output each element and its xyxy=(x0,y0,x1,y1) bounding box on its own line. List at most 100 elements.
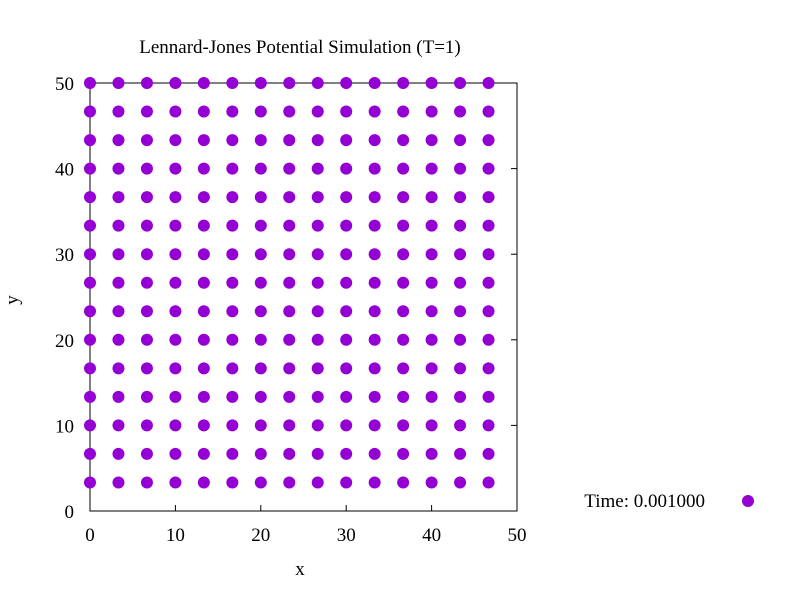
particle-point xyxy=(140,419,153,432)
particle-point xyxy=(397,305,410,318)
particle-point xyxy=(340,333,353,346)
particle-point xyxy=(169,419,182,432)
particle-point xyxy=(425,134,438,147)
particle-point xyxy=(482,362,495,375)
particle-point xyxy=(197,248,210,261)
particle-point xyxy=(454,305,467,318)
particle-point xyxy=(112,105,125,118)
particle-point xyxy=(283,219,296,232)
particle-point xyxy=(112,134,125,147)
particle-point xyxy=(368,248,381,261)
particle-point xyxy=(425,333,438,346)
particle-point xyxy=(226,134,239,147)
particle-point xyxy=(254,362,267,375)
particle-point xyxy=(197,305,210,318)
particle-point xyxy=(283,305,296,318)
particle-point xyxy=(425,248,438,261)
particle-point xyxy=(340,191,353,204)
particle-point xyxy=(169,77,182,89)
particle-point xyxy=(283,191,296,204)
particle-point xyxy=(254,305,267,318)
y-tick-label: 50 xyxy=(55,74,74,95)
legend-marker xyxy=(742,495,754,507)
particle-point xyxy=(197,191,210,204)
particle-point xyxy=(454,219,467,232)
particle-point xyxy=(340,105,353,118)
y-tick-label: 30 xyxy=(55,245,74,266)
y-tick-label: 0 xyxy=(65,502,75,523)
particle-point xyxy=(482,105,495,118)
particle-point xyxy=(84,248,96,261)
particle-point xyxy=(84,105,96,118)
particle-point xyxy=(197,476,210,489)
particle-point xyxy=(197,333,210,346)
particle-point xyxy=(84,447,96,460)
particle-point xyxy=(169,390,182,403)
particle-point xyxy=(425,447,438,460)
particle-point xyxy=(283,134,296,147)
particle-point xyxy=(254,447,267,460)
particle-point xyxy=(397,105,410,118)
particle-point xyxy=(482,219,495,232)
particle-point xyxy=(482,134,495,147)
particle-point xyxy=(454,362,467,375)
particle-point xyxy=(340,219,353,232)
particle-point xyxy=(112,305,125,318)
particle-point xyxy=(140,476,153,489)
particle-point xyxy=(397,276,410,289)
particle-point xyxy=(397,77,410,89)
particle-point xyxy=(454,476,467,489)
particle-point xyxy=(340,390,353,403)
particle-point xyxy=(311,419,324,432)
particle-point xyxy=(311,390,324,403)
particle-point xyxy=(368,134,381,147)
particle-point xyxy=(140,362,153,375)
particle-point xyxy=(397,476,410,489)
particle-point xyxy=(140,162,153,175)
particle-point xyxy=(482,162,495,175)
particle-point xyxy=(226,447,239,460)
particle-point xyxy=(226,276,239,289)
particle-point xyxy=(140,77,153,89)
x-tick-label: 40 xyxy=(422,525,441,546)
particle-point xyxy=(226,162,239,175)
particle-point xyxy=(425,476,438,489)
particle-point xyxy=(84,362,96,375)
particle-point xyxy=(169,134,182,147)
particle-point xyxy=(368,447,381,460)
particle-point xyxy=(169,219,182,232)
particle-point xyxy=(140,134,153,147)
particle-point xyxy=(368,476,381,489)
particle-point xyxy=(454,105,467,118)
y-axis-label: y xyxy=(2,295,23,305)
particle-point xyxy=(84,419,96,432)
particle-point xyxy=(283,248,296,261)
particle-point xyxy=(112,476,125,489)
particle-point xyxy=(368,276,381,289)
particle-point xyxy=(454,162,467,175)
particle-point xyxy=(112,248,125,261)
particle-point xyxy=(368,333,381,346)
particle-point xyxy=(112,162,125,175)
particle-point xyxy=(283,419,296,432)
particle-point xyxy=(283,77,296,89)
particle-point xyxy=(254,390,267,403)
particle-point xyxy=(482,77,495,89)
particle-point xyxy=(311,162,324,175)
particle-point xyxy=(140,219,153,232)
particle-point xyxy=(169,248,182,261)
particle-point xyxy=(140,105,153,118)
particle-point xyxy=(226,476,239,489)
particle-point xyxy=(340,248,353,261)
particle-point xyxy=(368,305,381,318)
particle-point xyxy=(397,419,410,432)
particle-point xyxy=(454,333,467,346)
particle-point xyxy=(283,476,296,489)
particle-point xyxy=(169,447,182,460)
particle-point xyxy=(482,305,495,318)
particle-point xyxy=(197,276,210,289)
particle-point xyxy=(311,105,324,118)
particle-point xyxy=(254,219,267,232)
particle-point xyxy=(169,362,182,375)
